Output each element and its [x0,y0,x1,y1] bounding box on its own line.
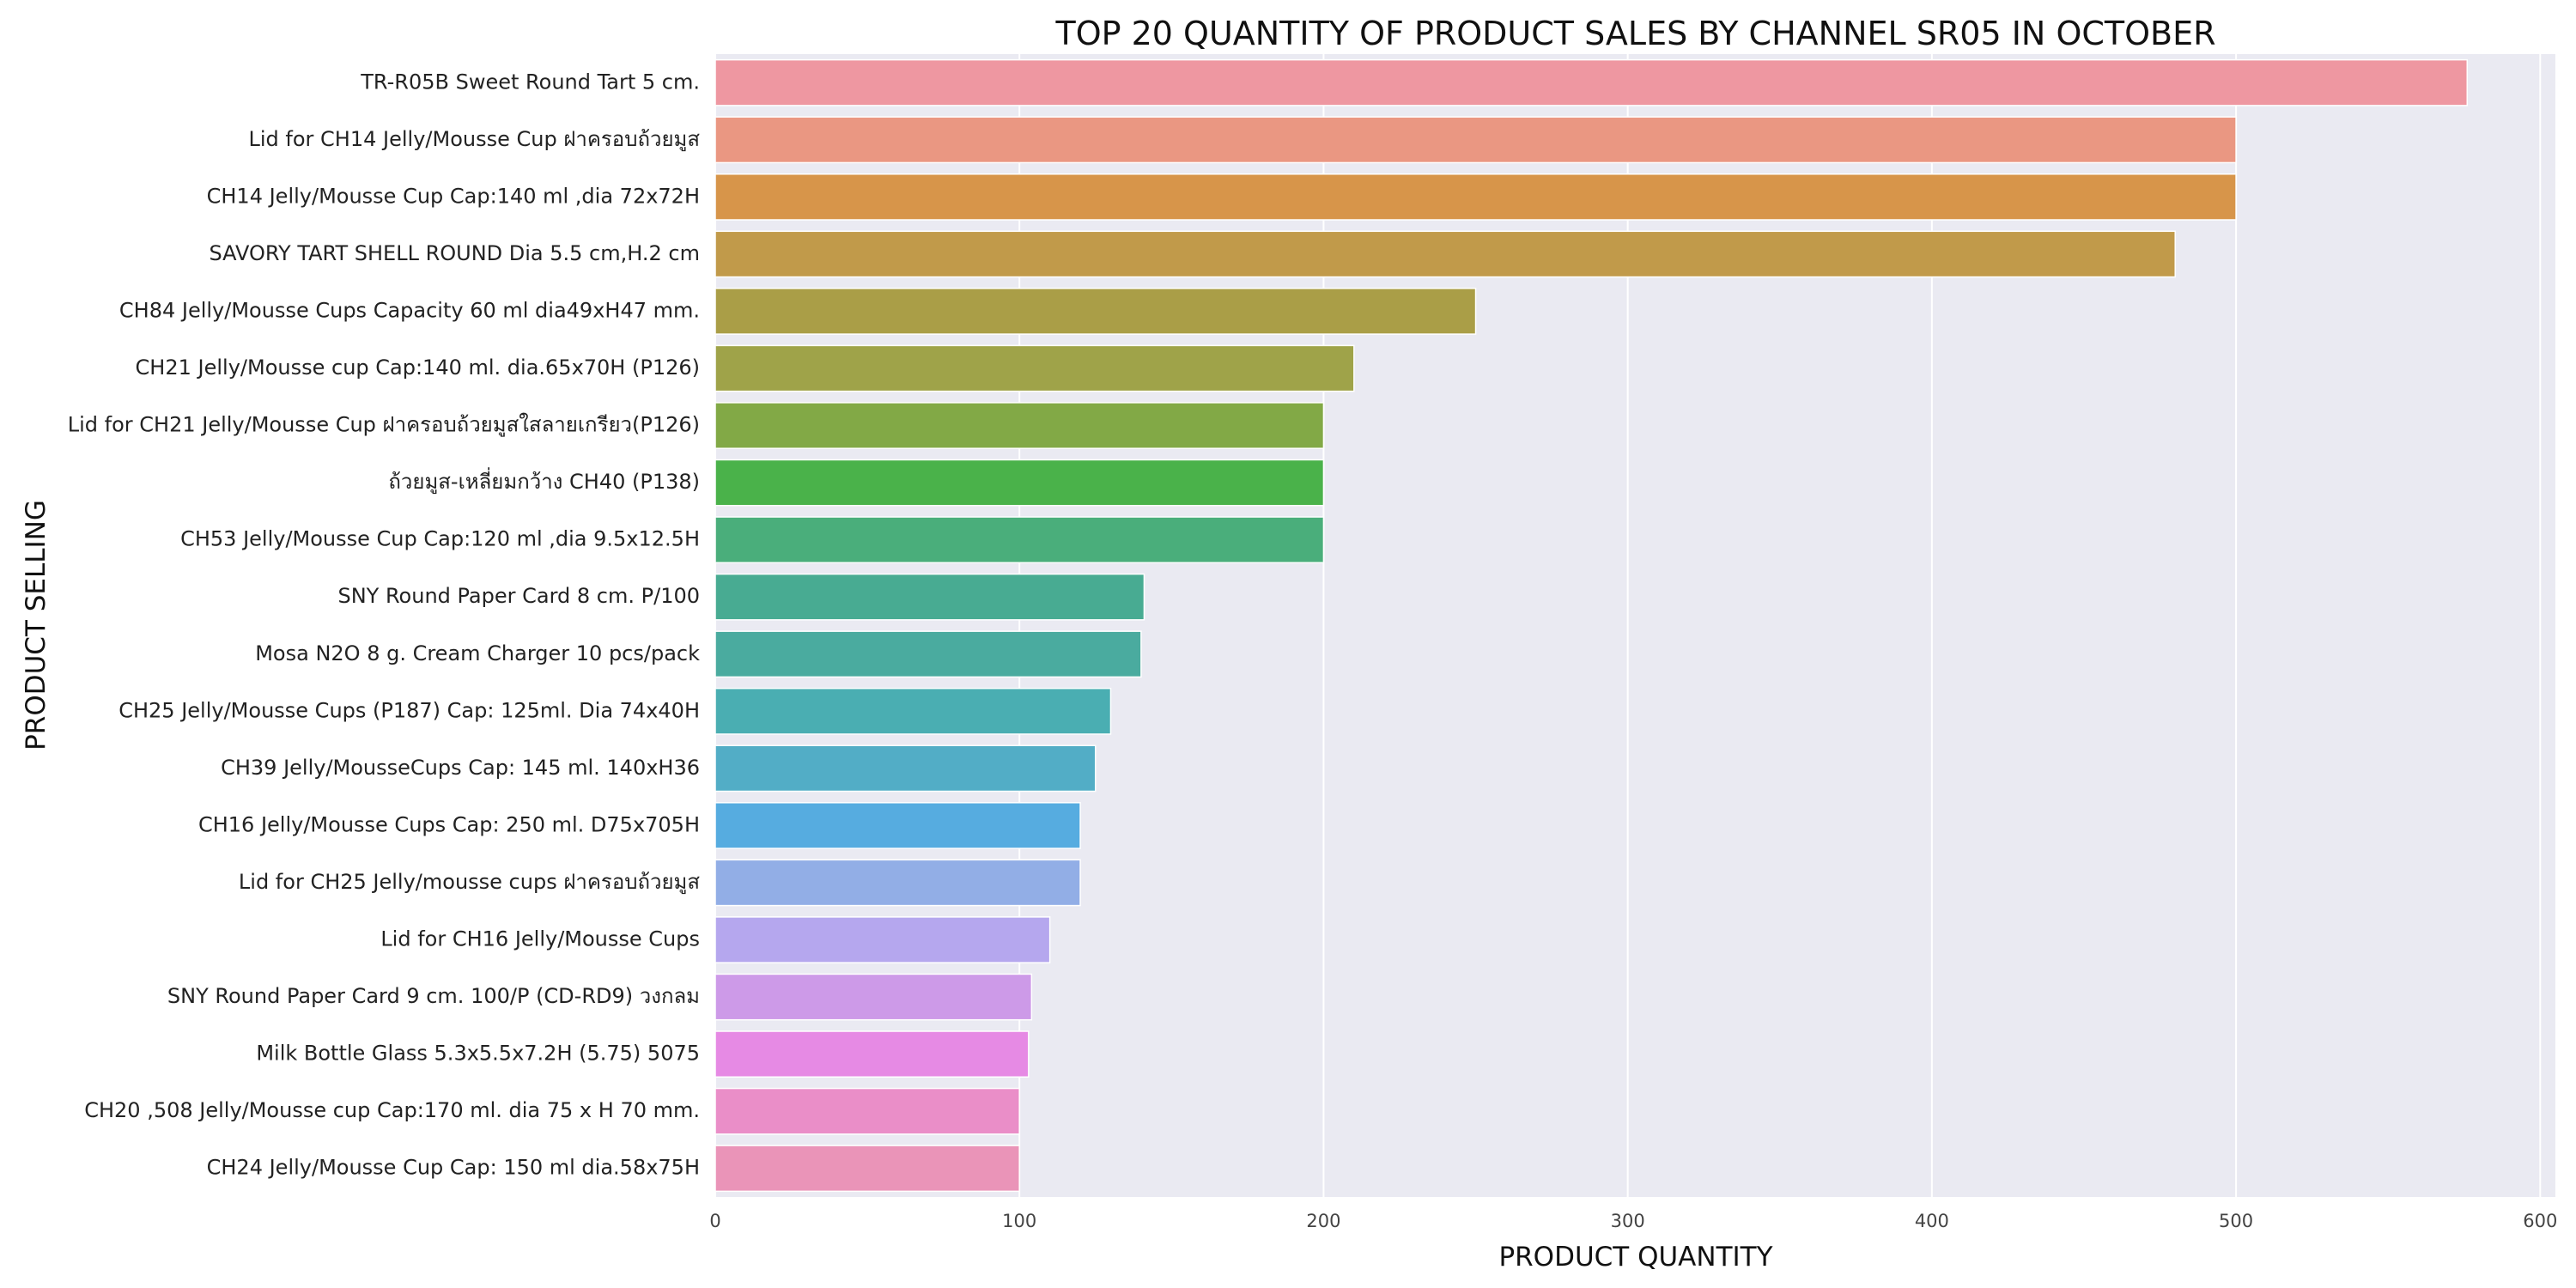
bar [714,973,1033,1021]
category-label: ถ้วยมูส-เหลี่ยมกว้าง CH40 (P138) [388,467,700,495]
category-label: Lid for CH14 Jelly/Mousse Cup ฝาครอบถ้วย… [249,127,701,152]
category-label: Milk Bottle Glass 5.3x5.5x7.2H (5.75) 50… [256,1042,700,1066]
bar [714,1145,1020,1193]
chart-title: TOP 20 QUANTITY OF PRODUCT SALES BY CHAN… [1054,15,2215,52]
category-label: CH20 ,508 Jelly/Mousse cup Cap:170 ml. d… [84,1098,700,1122]
x-axis-label: PRODUCT QUANTITY [1498,1242,1772,1273]
bar [714,687,1112,735]
category-label: CH53 Jelly/Mousse Cup Cap:120 ml ,dia 9.… [180,527,700,551]
bar [714,116,2237,164]
bar [714,459,1325,507]
bar [714,916,1051,963]
y-axis-label: PRODUCT SELLING [21,500,52,750]
bar [714,230,2176,278]
bar [714,344,1355,392]
bar [714,1030,1030,1078]
x-tick-label: 200 [1306,1211,1340,1231]
x-tick-label: 400 [1915,1211,1949,1231]
category-label: CH16 Jelly/Mousse Cups Cap: 250 ml. D75x… [198,812,700,836]
category-labels: TR-R05B Sweet Round Tart 5 cm. Lid for CH… [68,70,701,1179]
x-tick-label: 500 [2219,1211,2253,1231]
bar [714,573,1145,621]
bar [714,173,2237,221]
category-label: CH84 Jelly/Mousse Cups Capacity 60 ml di… [119,298,700,322]
bar [714,859,1081,907]
category-label: CH24 Jelly/Mousse Cup Cap: 150 ml dia.58… [207,1156,700,1180]
category-label: CH21 Jelly/Mousse cup Cap:140 ml. dia.65… [136,355,700,380]
category-label: Mosa N2O 8 g. Cream Charger 10 pcs/pack [255,641,700,665]
category-label: CH25 Jelly/Mousse Cups (P187) Cap: 125ml… [118,698,700,722]
category-label: TR-R05B Sweet Round Tart 5 cm. [360,70,700,94]
category-label: SNY Round Paper Card 8 cm. P/100 [337,584,700,608]
category-label: SNY Round Paper Card 9 cm. 100/P (CD-RD9… [167,984,700,1008]
x-tick-label: 600 [2523,1211,2557,1231]
plot-area [715,54,2555,1197]
bars [714,58,2469,1193]
category-label: CH14 Jelly/Mousse Cup Cap:140 ml ,dia 72… [207,184,700,208]
bar [714,744,1097,793]
category-label: SAVORY TART SHELL ROUND Dia 5.5 cm,H.2 c… [209,241,700,265]
category-label: Lid for CH16 Jelly/Mousse Cups [380,927,700,951]
x-tick-label: 300 [1611,1211,1645,1231]
x-tick-labels: 0 100 200 300 400 500 600 [709,1211,2557,1231]
bar [714,58,2469,106]
category-label: Lid for CH21 Jelly/Mousse Cup ฝาครอบถ้วย… [68,413,700,438]
bar [714,402,1325,449]
x-tick-label: 100 [1002,1211,1036,1231]
bar [714,516,1325,564]
bar [714,288,1477,335]
category-label: Lid for CH25 Jelly/mousse cups ฝาครอบถ้ว… [239,870,700,895]
bar [714,1087,1020,1135]
x-tick-label: 0 [709,1211,720,1231]
bar [714,802,1081,849]
category-label: CH39 Jelly/MousseCups Cap: 145 ml. 140xH… [221,756,700,780]
bar [714,630,1142,678]
